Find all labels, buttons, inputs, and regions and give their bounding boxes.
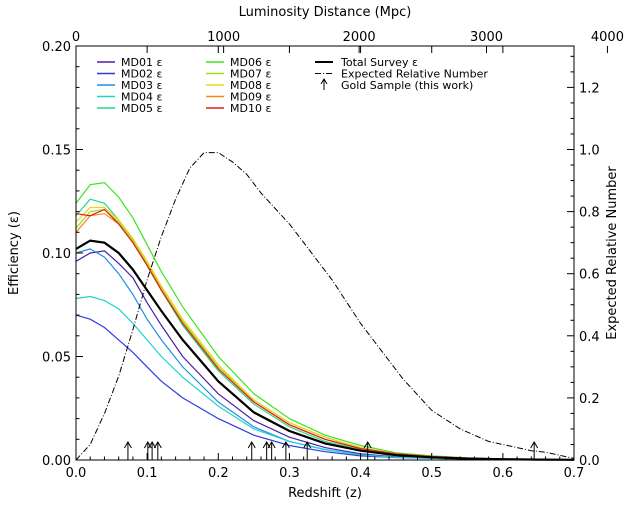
y2-tick-label: 1.0 — [579, 143, 600, 158]
y2-tick-label: 0.4 — [579, 330, 600, 345]
y-tick-label: 0.15 — [42, 144, 71, 159]
legend-entry-total: Total Survey ε — [340, 56, 418, 69]
x-tick-label: 0.7 — [564, 466, 585, 481]
y-tick-label: 0.10 — [42, 247, 71, 262]
legend-entry-gold: Gold Sample (this work) — [341, 79, 473, 92]
legend-entry: MD04 ε — [121, 91, 162, 104]
y-tick-label: 0.00 — [42, 454, 71, 469]
x2-tick-label: 2000 — [343, 30, 376, 45]
x-tick-label: 0.4 — [350, 466, 371, 481]
y2-tick-label: 0.8 — [579, 206, 600, 221]
x2-tick-label: 1000 — [207, 30, 240, 45]
x2-tick-label: 4000 — [591, 30, 624, 45]
expected-relative-number-line — [75, 152, 575, 461]
y-tick-label: 0.20 — [42, 40, 71, 55]
gold-sample-arrowhead — [124, 441, 132, 449]
ticks-layer: 0.0 0.1 0.2 0.3 0.4 0.5 0.6 0.70.000.050.100.15… — [42, 30, 624, 481]
top-axis-label: Luminosity Distance (Mpc) — [239, 5, 412, 20]
x2-tick-label: 0 — [72, 30, 80, 45]
series-line-md02 — [75, 314, 575, 461]
gold-sample-arrowhead — [530, 441, 539, 449]
legend-entry: MD06 ε — [230, 56, 271, 69]
gold-sample-arrowhead — [303, 441, 312, 449]
x-tick-label: 0.1 — [137, 466, 158, 481]
series-line-md07 — [75, 208, 575, 461]
x2-tick-label: 3000 — [470, 30, 503, 45]
legend-entry: MD08 ε — [230, 79, 271, 92]
legend-entry: MD03 ε — [121, 79, 162, 92]
gold-sample-arrowhead — [153, 441, 162, 449]
legend-arrowhead — [320, 78, 328, 85]
gold-sample-arrowhead — [363, 441, 372, 449]
legend-entry: MD09 ε — [230, 91, 271, 104]
x-tick-label: 0.6 — [493, 466, 514, 481]
right-axis-label: Expected Relative Number — [605, 166, 620, 340]
total-survey-efficiency-line — [75, 239, 575, 461]
y2-tick-label: 0.0 — [579, 454, 600, 469]
x-axis-label: Redshift (z) — [288, 486, 362, 501]
series-line-md10 — [75, 208, 575, 461]
legend-entry: MD05 ε — [121, 102, 162, 115]
x-tick-label: 0.3 — [279, 466, 300, 481]
y-tick-label: 0.05 — [42, 351, 71, 366]
gold-sample-arrowhead — [281, 441, 290, 449]
series-line-md06 — [75, 181, 575, 461]
series-line-md01 — [75, 250, 575, 461]
y-axis-label: Efficiency (ε) — [7, 211, 22, 295]
series-line-md05 — [75, 198, 575, 461]
gold-sample-arrowhead — [148, 441, 157, 449]
y2-tick-label: 0.2 — [579, 392, 600, 407]
legend-entry: MD07 ε — [230, 68, 271, 81]
y2-tick-label: 1.2 — [579, 81, 600, 96]
legend-entry: MD10 ε — [230, 102, 271, 115]
series-line-md08 — [75, 206, 575, 461]
series-layer — [75, 152, 575, 461]
y2-tick-label: 0.6 — [579, 268, 600, 283]
x-tick-label: 0.5 — [421, 466, 442, 481]
legend-entry-expected: Expected Relative Number — [341, 68, 488, 81]
x-tick-label: 0.2 — [208, 466, 229, 481]
gold-sample-arrowhead — [247, 441, 256, 449]
legend-entry: MD01 ε — [121, 56, 162, 69]
legend-entry: MD02 ε — [121, 68, 162, 81]
series-line-md03 — [75, 248, 575, 461]
gold-sample-arrowhead — [267, 441, 276, 449]
x-tick-label: 0.0 — [66, 466, 87, 481]
